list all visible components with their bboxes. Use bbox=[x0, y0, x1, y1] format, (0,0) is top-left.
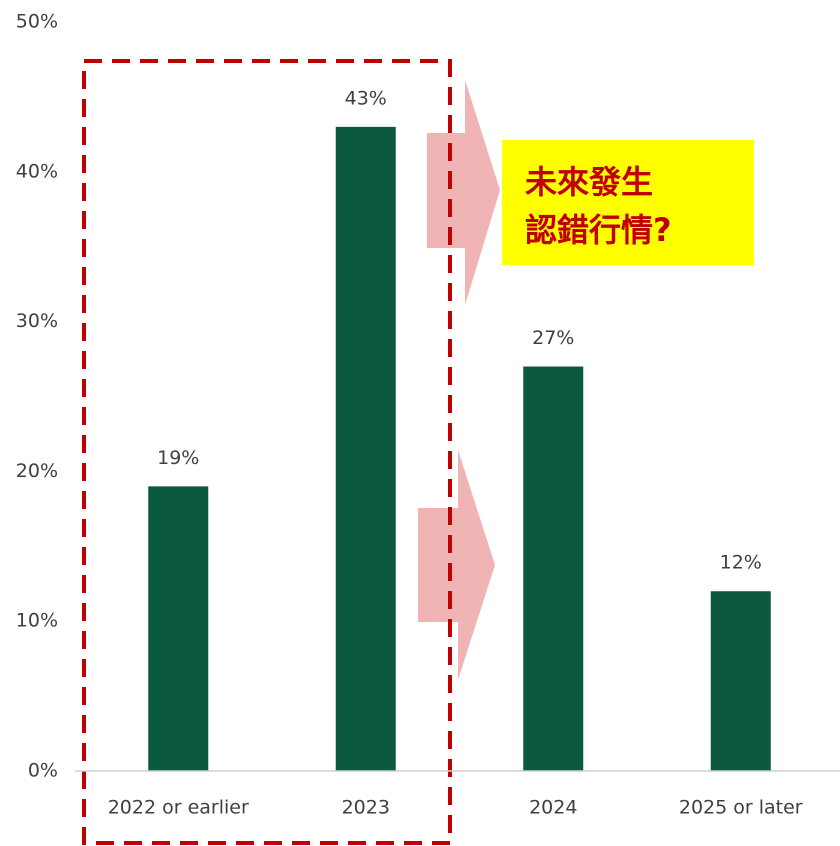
bar bbox=[335, 126, 396, 772]
x-tick-label: 2023 bbox=[342, 797, 390, 819]
value-label: 43% bbox=[345, 87, 387, 109]
value-label: 27% bbox=[532, 327, 574, 349]
x-tick-label: 2022 or earlier bbox=[108, 797, 249, 819]
annotation: 認錯行情? bbox=[525, 211, 672, 249]
highlight-box bbox=[82, 59, 452, 845]
arrow bbox=[418, 450, 495, 680]
value-label: 19% bbox=[157, 447, 199, 469]
bar bbox=[523, 366, 584, 771]
x-tick-label: 2024 bbox=[529, 797, 577, 819]
callout-box bbox=[502, 140, 754, 265]
y-tick-label: 10% bbox=[16, 610, 58, 632]
y-tick-label: 30% bbox=[16, 310, 58, 332]
y-tick-label: 50% bbox=[16, 11, 58, 33]
bar bbox=[710, 591, 771, 771]
x-tick-label: 2025 or later bbox=[679, 797, 803, 819]
value-label: 12% bbox=[720, 552, 762, 574]
y-tick-label: 20% bbox=[16, 460, 58, 482]
y-tick-label: 40% bbox=[16, 160, 58, 182]
arrow bbox=[427, 80, 500, 305]
annotation: 未來發生 bbox=[525, 163, 653, 201]
y-tick-label: 0% bbox=[28, 760, 58, 782]
bar bbox=[148, 486, 209, 771]
